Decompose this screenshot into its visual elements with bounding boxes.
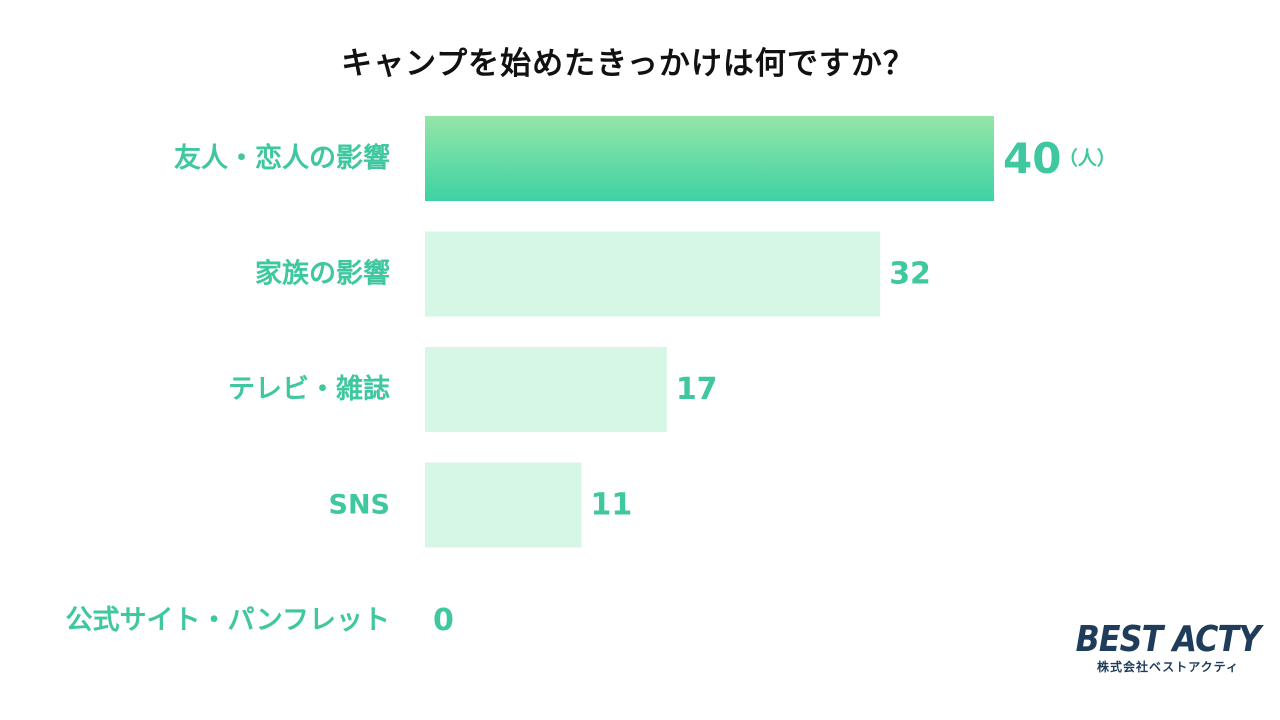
logo-company-name: 株式会社ベストアクティ [1097,660,1239,674]
logo-wordmark: BEST ACTY [1075,619,1262,660]
category-label-1: 家族の影響 [255,258,390,290]
value-label-3: 11 [590,488,632,523]
bar-3 [425,462,582,548]
value-label-1: 32 [889,257,931,292]
unit-label: （人） [1059,147,1116,170]
category-label-2: テレビ・雑誌 [228,373,390,405]
category-label-3: SNS [329,490,391,521]
value-label-2: 17 [676,372,718,407]
chart-title: キャンプを始めたきっかけは何ですか？ [341,46,915,82]
bars-layer: 友人・恋人の影響 40（人） 家族の影響 32 テレビ・雑誌 17 SNS 11 公式サイト・パ… [65,116,1116,638]
value-label-4: 0 [433,603,454,638]
value-label-0: 40 [1003,134,1061,183]
bar-1 [425,231,881,317]
bar-2 [425,347,667,432]
company-logo: BEST ACTY 株式会社ベストアクティ [1062,619,1274,675]
category-label-0: 友人・恋人の影響 [174,142,390,174]
category-label-4: 公式サイト・パンフレット [65,605,390,636]
bar-0 [425,116,994,201]
